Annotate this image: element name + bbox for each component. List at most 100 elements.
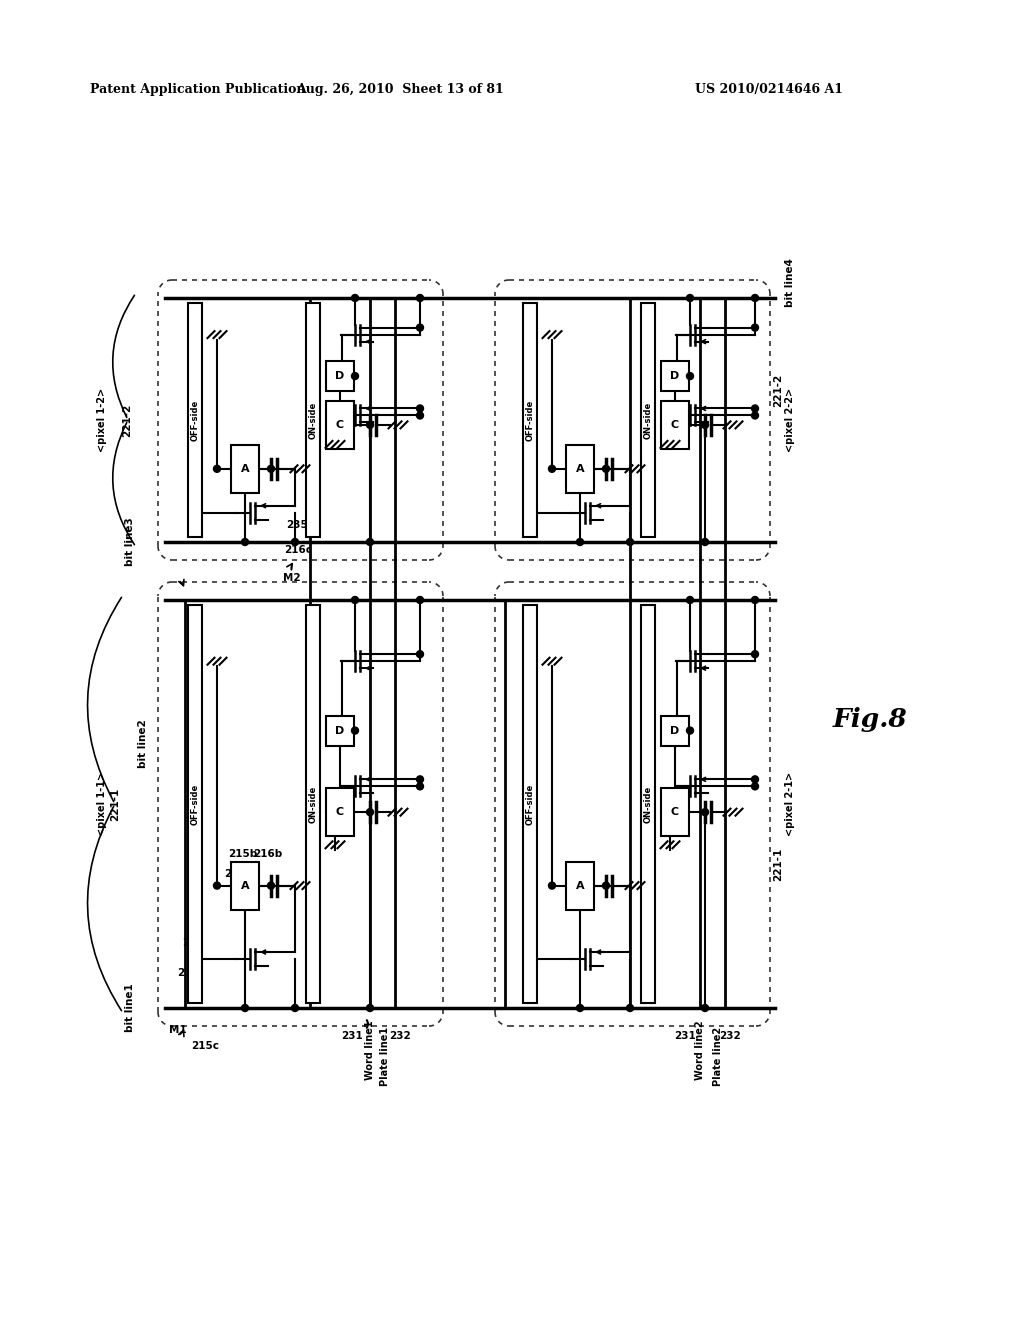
Text: Plate line1: Plate line1 <box>380 1027 390 1085</box>
Circle shape <box>752 597 759 603</box>
Bar <box>326 362 354 391</box>
Circle shape <box>701 809 709 816</box>
Text: <pixel 1-1>: <pixel 1-1> <box>97 772 106 836</box>
Text: 231: 231 <box>674 1031 696 1041</box>
Text: 232: 232 <box>719 1031 741 1041</box>
Text: 216: 216 <box>224 869 246 879</box>
Bar <box>662 362 689 391</box>
Text: 212: 212 <box>177 968 199 978</box>
Circle shape <box>417 405 424 412</box>
Bar <box>306 605 319 1003</box>
Circle shape <box>752 776 759 783</box>
Text: OFF-side: OFF-side <box>190 783 200 825</box>
Circle shape <box>417 294 424 301</box>
Text: C: C <box>671 420 679 430</box>
Text: 221-1: 221-1 <box>110 787 120 821</box>
Circle shape <box>351 294 358 301</box>
Bar <box>566 445 594 492</box>
Text: 221-2: 221-2 <box>122 404 132 437</box>
Text: Aug. 26, 2010  Sheet 13 of 81: Aug. 26, 2010 Sheet 13 of 81 <box>296 83 504 96</box>
Text: Patent Application Publication: Patent Application Publication <box>90 83 305 96</box>
Text: 216c: 216c <box>284 545 312 554</box>
Circle shape <box>549 465 555 473</box>
Text: D: D <box>671 726 680 735</box>
Text: <pixel 1-2>: <pixel 1-2> <box>97 388 106 451</box>
Bar <box>231 862 259 909</box>
Circle shape <box>351 372 358 380</box>
Text: OFF-side: OFF-side <box>190 400 200 441</box>
Text: M2: M2 <box>284 573 301 583</box>
Text: 215b: 215b <box>228 849 258 859</box>
Bar <box>188 304 202 537</box>
Circle shape <box>213 465 220 473</box>
Circle shape <box>351 597 358 603</box>
Circle shape <box>417 783 424 789</box>
Circle shape <box>292 1005 299 1011</box>
Bar <box>326 788 354 836</box>
Text: bit line2: bit line2 <box>138 719 148 768</box>
Text: A: A <box>575 463 585 474</box>
Bar <box>641 605 655 1003</box>
Circle shape <box>686 372 693 380</box>
Bar <box>662 788 689 836</box>
Text: 232: 232 <box>389 1031 411 1041</box>
Circle shape <box>602 465 609 473</box>
Circle shape <box>602 882 609 890</box>
Text: C: C <box>336 807 344 817</box>
Text: US 2010/0214646 A1: US 2010/0214646 A1 <box>695 83 843 96</box>
Text: C: C <box>336 420 344 430</box>
Bar <box>523 605 537 1003</box>
Circle shape <box>701 1005 709 1011</box>
Text: M1: M1 <box>169 1026 186 1035</box>
Text: ON-side: ON-side <box>643 785 652 822</box>
Text: <pixel 2-1>: <pixel 2-1> <box>785 772 795 836</box>
Circle shape <box>686 727 693 734</box>
Circle shape <box>292 539 299 545</box>
Circle shape <box>701 421 709 429</box>
Bar <box>566 862 594 909</box>
Text: D: D <box>336 726 345 735</box>
Text: ON-side: ON-side <box>308 785 317 822</box>
Circle shape <box>686 597 693 603</box>
Circle shape <box>242 539 249 545</box>
Circle shape <box>242 1005 249 1011</box>
Text: ON-side: ON-side <box>643 401 652 438</box>
Text: C: C <box>671 807 679 817</box>
Text: D: D <box>336 371 345 381</box>
Circle shape <box>417 412 424 418</box>
Circle shape <box>627 1005 634 1011</box>
Text: OFF-side: OFF-side <box>525 783 535 825</box>
Text: 235: 235 <box>286 520 308 531</box>
Circle shape <box>367 421 374 429</box>
Circle shape <box>752 783 759 789</box>
Bar <box>662 715 689 746</box>
Text: A: A <box>575 880 585 891</box>
Text: bit line3: bit line3 <box>125 517 135 566</box>
Text: Fig.8: Fig.8 <box>833 708 907 733</box>
Bar <box>641 304 655 537</box>
Text: <pixel 2-2>: <pixel 2-2> <box>785 388 795 451</box>
Text: 215: 215 <box>182 939 204 948</box>
Circle shape <box>417 651 424 657</box>
Text: OFF-side: OFF-side <box>525 400 535 441</box>
Text: Word line2: Word line2 <box>695 1020 705 1080</box>
Text: A: A <box>241 880 249 891</box>
Circle shape <box>367 539 374 545</box>
Text: Word line1: Word line1 <box>365 1020 375 1080</box>
Bar <box>188 605 202 1003</box>
Circle shape <box>351 727 358 734</box>
Circle shape <box>367 809 374 816</box>
Circle shape <box>752 294 759 301</box>
Text: A: A <box>241 463 249 474</box>
Circle shape <box>417 325 424 331</box>
Circle shape <box>752 412 759 418</box>
Circle shape <box>267 882 274 890</box>
Circle shape <box>417 776 424 783</box>
Circle shape <box>627 539 634 545</box>
Text: 231: 231 <box>341 1031 362 1041</box>
Circle shape <box>686 294 693 301</box>
Circle shape <box>577 539 584 545</box>
Bar <box>326 401 354 449</box>
Circle shape <box>577 1005 584 1011</box>
Bar <box>326 715 354 746</box>
